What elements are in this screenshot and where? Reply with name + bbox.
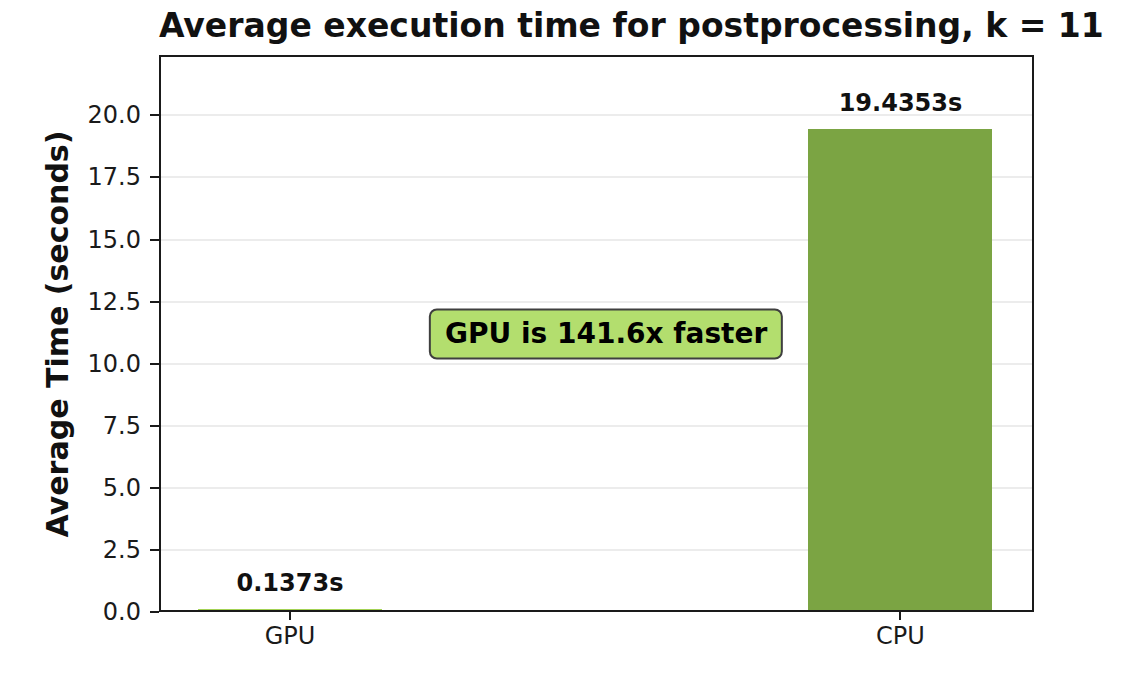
y-tick-mark xyxy=(150,301,159,303)
y-tick-label: 7.5 xyxy=(0,414,141,438)
bar-cpu xyxy=(808,129,992,612)
y-tick-label: 20.0 xyxy=(0,103,141,127)
y-tick-mark xyxy=(150,611,159,613)
y-tick-label: 0.0 xyxy=(0,600,141,624)
speedup-annotation: GPU is 141.6x faster xyxy=(429,308,783,359)
y-tick-mark xyxy=(150,425,159,427)
y-tick-label: 10.0 xyxy=(0,352,141,376)
bar-value-label: 0.1373s xyxy=(237,571,344,595)
x-tick-label-cpu: CPU xyxy=(876,624,925,648)
plot-area: GPU is 141.6x faster 0.1373s 19.4353s xyxy=(159,55,1034,612)
x-tick-label-gpu: GPU xyxy=(265,624,316,648)
y-tick-label: 2.5 xyxy=(0,538,141,562)
x-tick-mark xyxy=(289,612,291,620)
y-tick-mark xyxy=(150,114,159,116)
x-tick-mark xyxy=(899,612,901,620)
y-tick-label: 15.0 xyxy=(0,228,141,252)
chart-title: Average execution time for postprocessin… xyxy=(159,6,1034,46)
y-tick-mark xyxy=(150,487,159,489)
y-tick-mark xyxy=(150,239,159,241)
figure: Average execution time for postprocessin… xyxy=(0,0,1128,674)
y-tick-mark xyxy=(150,176,159,178)
y-tick-mark xyxy=(150,549,159,551)
bar-value-label: 19.4353s xyxy=(839,91,963,115)
y-tick-label: 5.0 xyxy=(0,476,141,500)
y-tick-mark xyxy=(150,363,159,365)
y-tick-label: 12.5 xyxy=(0,290,141,314)
y-tick-label: 17.5 xyxy=(0,165,141,189)
